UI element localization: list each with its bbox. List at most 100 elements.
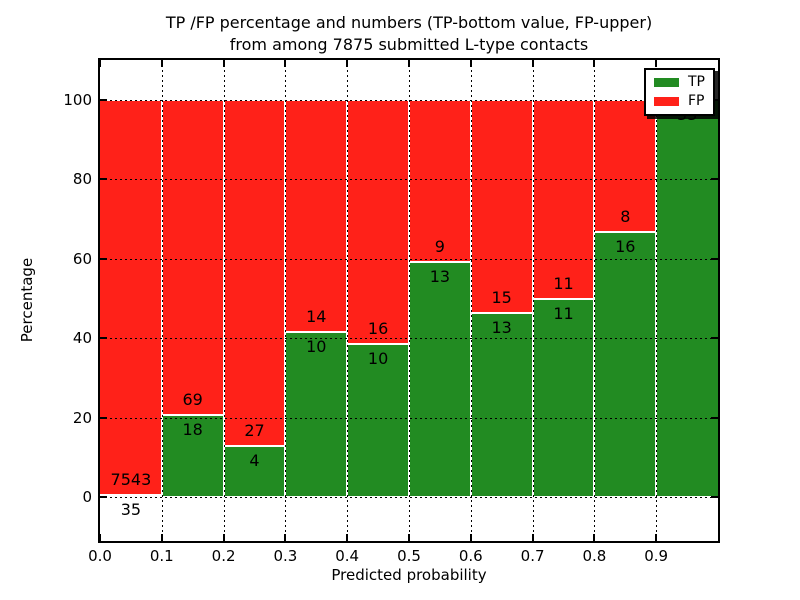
bar-fp — [100, 99, 162, 496]
x-tick-mark — [469, 534, 472, 541]
y-tick-label: 0 — [82, 488, 92, 507]
x-tick-mark — [222, 534, 225, 541]
x-tick-label: 0.7 — [520, 547, 545, 565]
x-tick-label: 0.8 — [582, 547, 607, 565]
tp-count-label: 13 — [429, 267, 451, 287]
tp-count-label: 10 — [367, 349, 389, 369]
fp-count-label: 27 — [244, 420, 265, 440]
y-tick-mark — [100, 337, 107, 340]
x-axis-label: Predicted probability — [331, 566, 487, 584]
tp-count-label: 4 — [249, 450, 260, 470]
bar-boundary-line — [100, 494, 162, 497]
x-gridline — [409, 60, 410, 541]
x-tick-mark-top — [222, 60, 225, 67]
y-tick-mark — [100, 178, 107, 181]
tp-count-label: 16 — [615, 237, 636, 257]
x-tick-mark-top — [593, 60, 596, 67]
chart-title: TP /FP percentage and numbers (TP-bottom… — [100, 12, 718, 56]
x-tick-mark — [655, 534, 658, 541]
x-tick-label: 0.3 — [273, 547, 298, 565]
x-gridline — [470, 60, 472, 541]
fp-count-label: 7543 — [110, 470, 152, 490]
fp-legend-swatch — [654, 97, 679, 106]
bar-boundary-line — [409, 261, 471, 264]
x-tick-mark — [593, 534, 596, 541]
x-tick-mark-top — [469, 60, 472, 67]
x-tick-label: 0.1 — [149, 547, 174, 565]
x-tick-mark — [346, 534, 349, 541]
tp-count-label: 18 — [182, 420, 203, 440]
fp-count-label: 69 — [182, 390, 203, 410]
x-tick-label: 0.2 — [211, 547, 236, 565]
x-tick-label: 0.6 — [458, 547, 483, 565]
bar-tp — [594, 232, 657, 498]
x-gridline — [223, 60, 225, 541]
y-tick-mark-right — [711, 496, 718, 499]
chart-title-line1: TP /FP percentage and numbers (TP-bottom… — [165, 13, 653, 32]
tp-count-label: 11 — [553, 303, 574, 323]
y-tick-label: 80 — [72, 170, 92, 189]
x-tick-label: 0.4 — [335, 547, 360, 565]
bar-fp — [532, 99, 595, 299]
bar-tp — [347, 344, 409, 498]
bar-tp — [285, 331, 348, 498]
y-tick-mark-right — [711, 416, 718, 419]
x-tick-mark-top — [99, 60, 101, 67]
y-tick-label: 100 — [63, 90, 92, 109]
y-axis-label: Percentage — [18, 257, 36, 343]
y-tick-label: 60 — [72, 249, 92, 268]
x-tick-mark — [99, 534, 101, 541]
x-gridline — [347, 60, 349, 541]
x-tick-label: 0.0 — [88, 547, 112, 565]
bar-fp — [594, 99, 657, 233]
bar-boundary-line — [161, 414, 224, 417]
fp-count-label: 8 — [620, 207, 631, 227]
chart-title-line2: from among 7875 submitted L-type contact… — [229, 35, 589, 54]
bar-fp — [223, 99, 286, 446]
bar-boundary-line — [347, 343, 409, 346]
x-gridline — [161, 60, 163, 541]
tp-count-label: 10 — [306, 336, 327, 356]
bar-boundary-line — [285, 330, 348, 333]
x-tick-label: 0.5 — [397, 547, 421, 565]
legend-item: FP — [654, 94, 705, 109]
y-tick-label: 40 — [72, 329, 92, 348]
legend-item: TP — [654, 75, 705, 90]
x-tick-mark — [160, 534, 163, 541]
bar-fp — [161, 99, 224, 416]
x-tick-label: 0.9 — [644, 547, 669, 565]
bar-fp — [285, 99, 348, 332]
bar-tp — [656, 99, 718, 498]
fp-count-label: 11 — [553, 273, 574, 293]
bar-boundary-line — [594, 231, 657, 234]
x-tick-mark — [408, 534, 410, 541]
x-tick-mark-top — [655, 60, 658, 67]
bar-boundary-line — [532, 297, 595, 300]
y-tick-mark-right — [711, 337, 718, 340]
y-tick-mark-right — [711, 178, 718, 181]
x-tick-mark-top — [160, 60, 163, 67]
bar-tp — [532, 298, 595, 498]
y-tick-mark — [100, 98, 107, 101]
tp-count-label: 13 — [491, 317, 512, 337]
tp-count-label: 35 — [120, 500, 142, 520]
bar-fp — [347, 99, 409, 345]
fp-count-label: 9 — [434, 237, 445, 257]
y-tick-mark-right — [711, 257, 718, 260]
y-tick-mark — [100, 257, 107, 260]
fp-count-label: 16 — [367, 319, 389, 339]
bar-tp — [470, 312, 533, 498]
y-tick-mark — [100, 496, 107, 499]
fp-count-label: 14 — [306, 306, 327, 326]
legend: TP FP — [644, 68, 715, 116]
bar-fp — [409, 99, 471, 263]
plot-area: TP FP 7543 35 69 18 27 4 14 10 16 10 9 13 15 13 11 11 8 16… — [98, 58, 720, 543]
x-gridline — [285, 60, 287, 541]
x-tick-mark — [531, 534, 534, 541]
tp-legend-swatch — [654, 78, 679, 87]
x-tick-mark-top — [408, 60, 410, 67]
legend-label: TP — [688, 74, 705, 90]
fp-count-label: 15 — [491, 287, 512, 307]
bar-boundary-line — [470, 311, 533, 314]
